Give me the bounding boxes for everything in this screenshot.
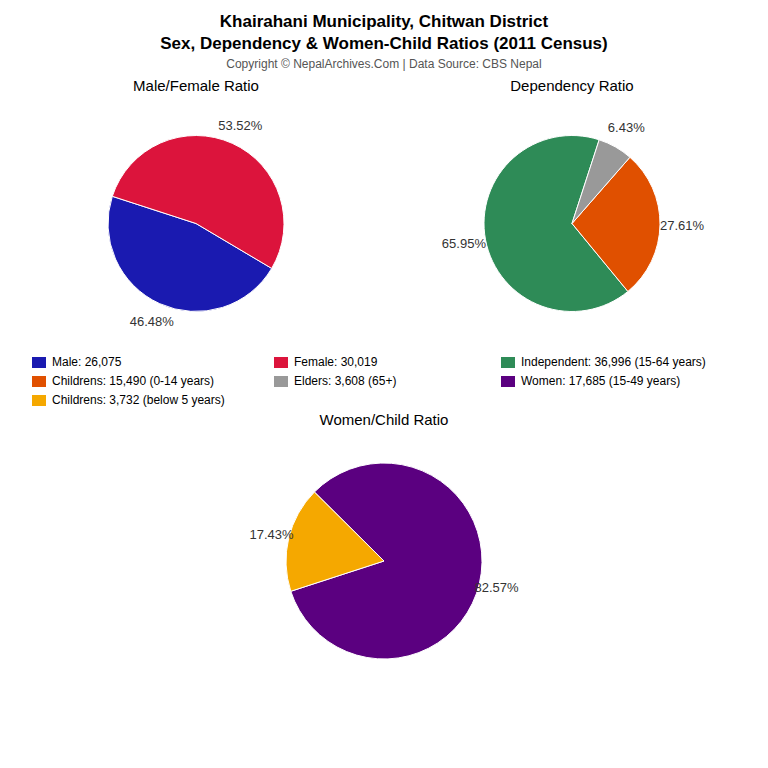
html-text:Male/Female Ratio: Male/Female Ratio — [133, 77, 259, 94]
html-text:Copyright © NepalArchives.Com: Copyright © NepalArchives.Com | Data Sou… — [226, 57, 542, 71]
html-text:Male: 26,075: Male: 26,075 — [52, 355, 122, 369]
svg-text:53.52%: 53.52% — [218, 118, 263, 133]
svg-text:82.57%: 82.57% — [474, 580, 519, 595]
html-text:Female: 30,019: Female: 30,019 — [294, 355, 378, 369]
html-text:Childrens: 15,490 (0-14 years): Childrens: 15,490 (0-14 years) — [52, 374, 215, 388]
svg-text:46.48%: 46.48% — [130, 314, 175, 329]
html-text:Sex, Dependency & Women-Child: Sex, Dependency & Women-Child Ratios (20… — [160, 34, 608, 53]
svg-text:65.95%: 65.95% — [442, 236, 487, 251]
html-text:Women: 17,685 (15-49 years): Women: 17,685 (15-49 years) — [521, 374, 681, 388]
svg-text:17.43%: 17.43% — [249, 527, 294, 542]
html-text:Dependency Ratio: Dependency Ratio — [510, 77, 634, 94]
html-text:Women/Child Ratio: Women/Child Ratio — [319, 411, 449, 428]
html-text:Independent: 36,996 (15-64 yea: Independent: 36,996 (15-64 years) — [521, 355, 706, 369]
html-text:Childrens: 3,732 (below 5 year: Childrens: 3,732 (below 5 years) — [52, 393, 225, 407]
svg-text:6.43%: 6.43% — [608, 120, 645, 135]
svg-text:27.61%: 27.61% — [660, 218, 705, 233]
html-text:Khairahani Municipality, Chitw: Khairahani Municipality, Chitwan Distric… — [219, 12, 549, 31]
html-text:Elders: 3,608 (65+): Elders: 3,608 (65+) — [294, 374, 397, 388]
